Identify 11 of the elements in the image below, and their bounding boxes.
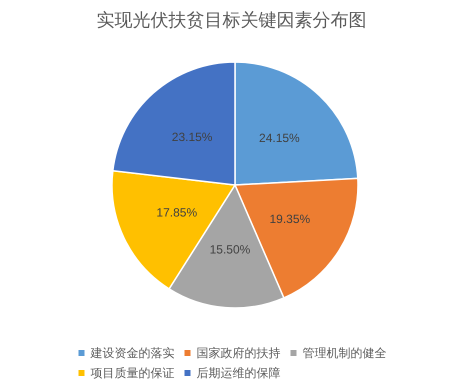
legend-label: 国家政府的扶持 (196, 346, 280, 360)
legend-label: 管理机制的健全 (302, 346, 386, 360)
legend-label: 建设资金的落实 (90, 346, 174, 360)
data-label: 19.35% (269, 212, 311, 226)
chart-title: 实现光伏扶贫目标关键因素分布图 (96, 10, 366, 30)
legend-label: 项目质量的保证 (90, 366, 174, 380)
legend-label: 后期运维的保障 (196, 366, 280, 380)
data-label: 23.15% (172, 130, 213, 144)
data-label: 15.50% (210, 242, 251, 256)
data-label: 17.85% (156, 206, 198, 220)
data-label: 24.15% (259, 131, 300, 146)
